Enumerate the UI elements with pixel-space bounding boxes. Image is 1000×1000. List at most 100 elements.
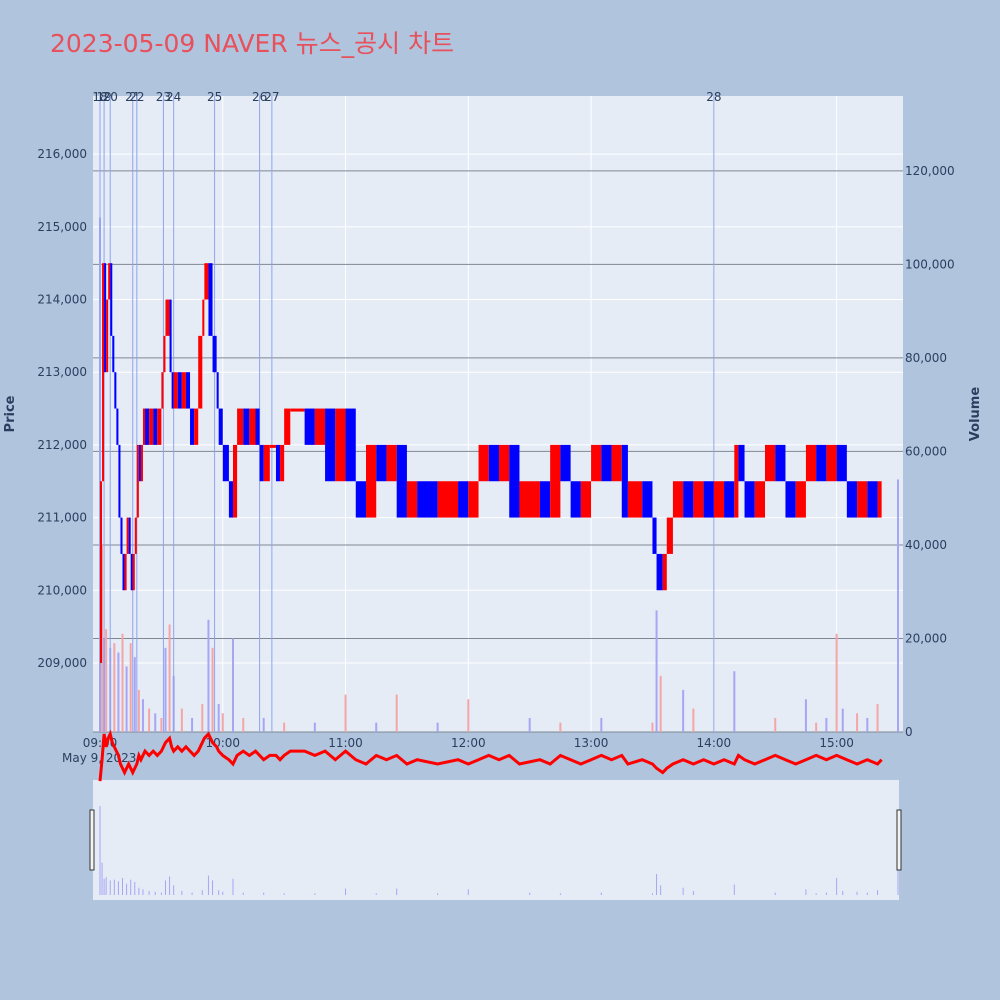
price-candle — [218, 408, 223, 445]
volume-bar — [436, 722, 439, 732]
time-axis: 09:00 10:00 11:00 12:00 13:00 14:00 15:00 — [83, 736, 854, 750]
range-slider-volume-bar — [212, 880, 214, 895]
volume-bar — [659, 675, 662, 732]
price-candle — [161, 372, 164, 409]
price-candle — [550, 444, 561, 518]
price-candle — [417, 481, 438, 518]
range-slider-right-handle[interactable] — [896, 809, 902, 871]
price-tick-label: 214,000 — [37, 293, 87, 307]
price-candle — [570, 481, 581, 518]
range-slider-volume-bar — [142, 889, 144, 895]
price-candle — [138, 444, 141, 482]
price-candle — [280, 444, 285, 482]
price-candle — [656, 553, 663, 591]
volume-bar — [774, 717, 777, 732]
price-candle — [846, 481, 858, 518]
price-candle — [169, 299, 172, 373]
volume-tick-label: 120,000 — [905, 164, 955, 178]
price-candle — [208, 263, 213, 336]
price-candle — [190, 408, 195, 445]
price-candle — [171, 372, 174, 409]
price-candle — [284, 408, 291, 445]
range-slider-volume-bar — [345, 888, 347, 895]
price-tick-label: 215,000 — [37, 220, 87, 234]
price-candle — [591, 444, 602, 482]
range-slider-volume-bar — [134, 882, 136, 895]
price-candle — [204, 263, 209, 300]
price-candle — [132, 553, 135, 591]
y2-axis-title: Volume — [968, 387, 983, 442]
price-candle — [314, 408, 326, 445]
time-tick-label: 14:00 — [697, 736, 732, 750]
price-candle — [173, 372, 178, 409]
volume-bar — [113, 643, 116, 732]
range-slider-volume-bar — [559, 893, 561, 895]
price-candle — [683, 481, 694, 518]
price-candle — [376, 444, 387, 482]
range-slider-volume-bar — [164, 880, 166, 895]
volume-bar — [242, 717, 245, 732]
price-candle — [396, 444, 407, 518]
price-candle — [627, 481, 643, 518]
price-candle — [233, 444, 238, 518]
price-candle — [114, 372, 117, 409]
volume-bar — [201, 703, 204, 732]
price-candle — [765, 444, 776, 482]
price-candle — [738, 444, 745, 482]
price-candle — [826, 444, 837, 482]
range-slider-volume-bar — [103, 878, 105, 895]
price-candle — [458, 481, 469, 518]
price-tick-label: 216,000 — [37, 147, 87, 161]
volume-bar — [344, 694, 347, 732]
price-candle — [120, 517, 123, 554]
range-slider-volume-bar — [126, 883, 128, 895]
price-candle — [228, 481, 233, 518]
volume-bar — [876, 703, 879, 732]
price-candle — [165, 299, 170, 336]
volume-bar — [313, 722, 316, 732]
volume-bar — [467, 699, 470, 732]
volume-bar — [692, 708, 695, 732]
price-candle — [149, 408, 154, 445]
range-slider-volume-bar — [138, 887, 140, 895]
range-slider[interactable] — [89, 729, 902, 900]
volume-tick-label: 60,000 — [905, 444, 947, 458]
price-candle — [290, 408, 305, 412]
price-candle — [724, 481, 735, 518]
price-candle — [642, 481, 653, 518]
price-candle — [263, 444, 270, 482]
volume-bar — [283, 722, 286, 732]
price-candle — [795, 481, 806, 518]
news-marker-label: 19 — [96, 90, 111, 104]
volume-bar — [600, 717, 603, 732]
price-candle — [181, 372, 186, 409]
volume-bar — [841, 708, 844, 732]
price-candle — [116, 408, 119, 445]
range-slider-volume-bar — [122, 878, 124, 895]
price-candle — [128, 517, 131, 554]
volume-bar — [137, 689, 140, 732]
volume-tick-label: 0 — [905, 725, 913, 739]
time-tick-label: 11:00 — [328, 736, 363, 750]
volume-bar — [154, 713, 157, 732]
price-candle — [580, 481, 592, 518]
volume-bar — [835, 633, 838, 732]
price-tick-label: 211,000 — [37, 511, 87, 525]
price-candle — [112, 335, 115, 373]
range-slider-left-handle[interactable] — [89, 809, 95, 871]
price-candle — [124, 553, 127, 591]
volume-bar — [133, 657, 136, 732]
price-candle — [785, 481, 796, 518]
range-slider-volume-bar — [656, 873, 658, 895]
price-candle — [136, 444, 139, 518]
time-tick-label: 12:00 — [451, 736, 486, 750]
volume-bar — [682, 689, 685, 732]
volume-bar — [559, 722, 562, 732]
price-candle — [259, 444, 264, 482]
price-candle — [325, 408, 336, 482]
news-marker-label: 27 — [264, 90, 279, 104]
range-slider-volume-bar — [113, 879, 115, 895]
price-candle — [145, 408, 150, 445]
news-marker-label: 26 — [252, 90, 267, 104]
